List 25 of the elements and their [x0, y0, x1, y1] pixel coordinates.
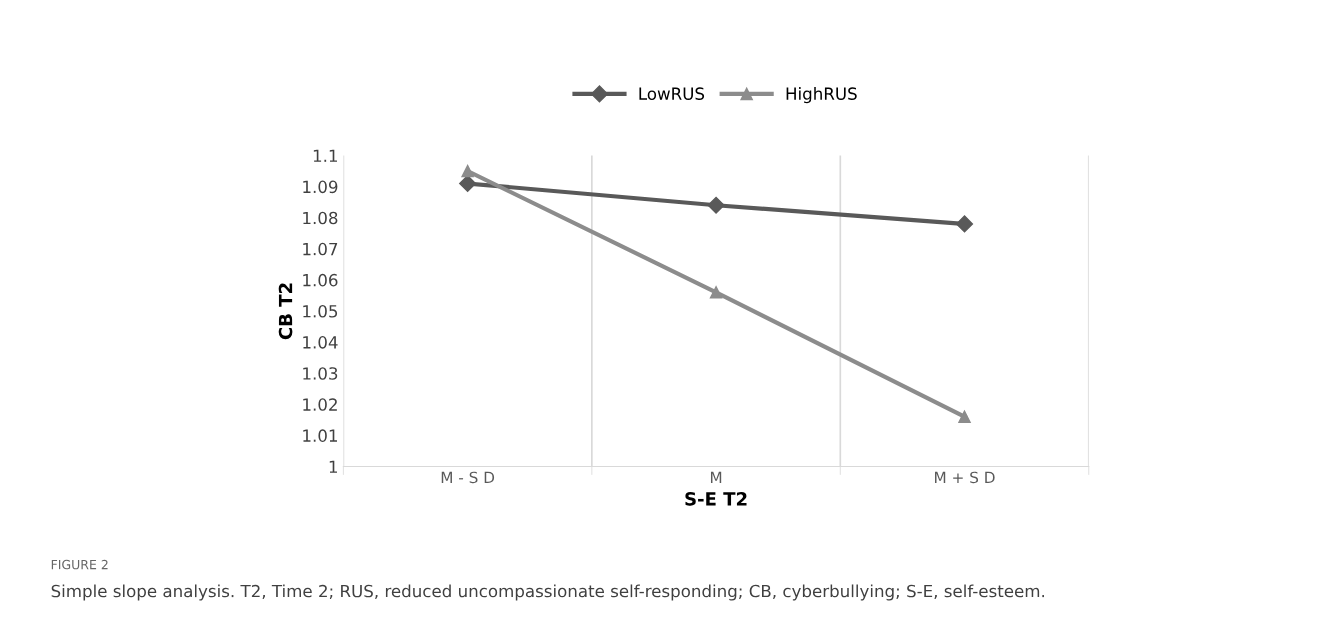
x-tick-label: M + S D [935, 471, 995, 484]
point [461, 164, 474, 178]
y-tick-label: 1.03 [303, 367, 338, 380]
y-tick-label: 1.1 [313, 149, 337, 162]
y-tick-label: 1.01 [303, 429, 337, 442]
point [707, 196, 725, 214]
y-tick-label: 1.06 [303, 273, 338, 287]
point [709, 286, 723, 299]
x-tick-label: M - S D [441, 471, 495, 484]
y-tick-label: 1.08 [303, 211, 338, 225]
legend-label: HighRUS [786, 87, 857, 104]
y-tick-label: 1.02 [303, 398, 337, 411]
legend-label: LowRUS [639, 87, 705, 100]
y-axis-title: CB T2 [278, 283, 293, 340]
point [955, 215, 974, 233]
caption: FIGURE 2 [51, 559, 108, 570]
text: Simple slope analysis. T2, Time 2; RUS, reduced uncompassionate self-responding; CB, cyberbullying; S-E, self-esteem. [51, 584, 1045, 601]
y-tick-label: 1.09 [303, 180, 338, 194]
y-tick-label: 1 [329, 460, 337, 473]
x-axis-title: S-E T2 [685, 492, 747, 506]
y-tick-label: 1.04 [303, 336, 338, 349]
y-tick-label: 1.05 [303, 304, 338, 318]
point [958, 410, 971, 423]
x-tick-label: M [710, 471, 722, 483]
y-tick-label: 1.07 [303, 242, 338, 256]
